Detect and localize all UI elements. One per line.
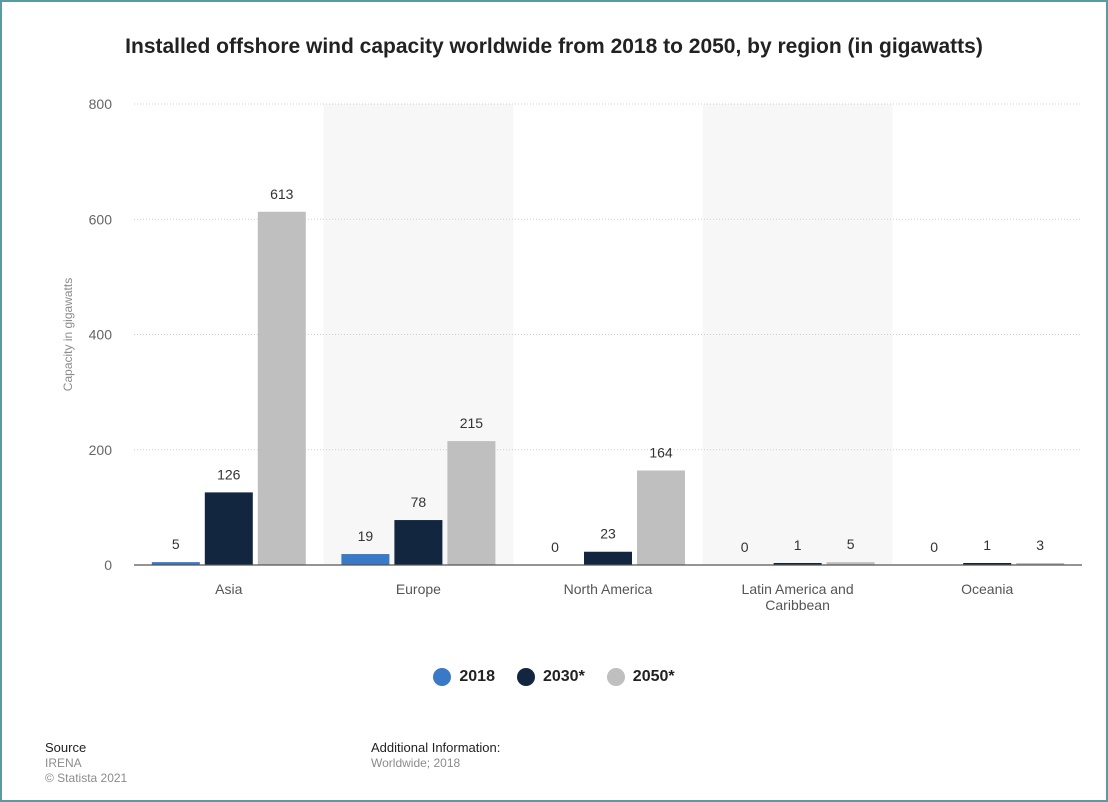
legend-item-2050[interactable]: 2050*: [606, 668, 675, 686]
legend-item-2018[interactable]: 2018: [433, 668, 495, 686]
x-tick-label: Europe: [396, 581, 441, 597]
data-label: 19: [358, 528, 374, 544]
bar-2030-1: [394, 520, 443, 565]
copyright-text: © Statista 2021: [45, 771, 128, 785]
x-tick-label: Caribbean: [765, 597, 830, 613]
bar-2030-2: [584, 551, 632, 565]
additional-info-block: Additional Information: Worldwide; 2018: [371, 740, 500, 771]
legend-swatch-2050: [606, 668, 625, 686]
bar-2050-3: [826, 562, 875, 565]
bar-chart: 0 200 400 600 800 Capacity in gigawatts 5 126 61…: [61, 96, 1082, 613]
data-label: 5: [847, 536, 855, 552]
data-label: 78: [411, 494, 427, 510]
bar-2050-4: [1016, 563, 1065, 565]
x-tick-label: Latin America and: [742, 581, 854, 597]
bar-2018-0: [151, 562, 200, 565]
legend-label-2018: 2018: [459, 668, 495, 685]
y-tick-label: 200: [89, 442, 113, 458]
bar-2018-1: [341, 554, 390, 565]
bar-2050-2: [637, 470, 685, 565]
data-label: 1: [983, 537, 991, 553]
legend-label-2030: 2030*: [542, 668, 585, 685]
y-axis-title: Capacity in gigawatts: [61, 278, 75, 391]
data-label: 23: [600, 526, 616, 542]
y-tick-label: 800: [89, 96, 113, 112]
additional-info-heading: Additional Information:: [371, 740, 501, 755]
source-block: Source IRENA © Statista 2021: [45, 740, 127, 786]
additional-info-text: Worldwide; 2018: [371, 756, 461, 770]
x-tick-label: Asia: [215, 581, 242, 597]
bar-2030-0: [204, 492, 253, 565]
data-label: 0: [551, 539, 559, 555]
y-tick-label: 600: [89, 211, 113, 227]
data-label: 613: [270, 186, 294, 202]
chart-title: Installed offshore wind capacity worldwi…: [125, 35, 983, 58]
legend-swatch-2030: [516, 668, 535, 686]
x-tick-label: Oceania: [961, 581, 1013, 597]
data-label: 126: [217, 466, 241, 482]
source-name[interactable]: IRENA: [45, 756, 82, 770]
chart-legend: 2018 2030* 2050*: [2, 668, 1106, 686]
source-heading: Source: [45, 740, 87, 755]
bar-2050-0: [257, 211, 306, 566]
legend-swatch-2018: [433, 668, 452, 686]
bar-2050-1: [447, 441, 496, 565]
data-label: 1: [794, 537, 802, 553]
data-label: 0: [741, 539, 749, 555]
legend-item-2030[interactable]: 2030*: [516, 668, 585, 686]
legend-label-2050: 2050*: [632, 668, 675, 685]
data-label: 3: [1036, 537, 1044, 553]
y-tick-label: 0: [104, 557, 112, 573]
y-tick-label: 400: [89, 327, 113, 343]
data-label: 0: [930, 539, 938, 555]
x-tick-label: North America: [564, 581, 653, 597]
data-label: 215: [460, 415, 484, 431]
data-label: 164: [649, 444, 673, 460]
bar-2030-4: [963, 563, 1012, 565]
bar-2030-3: [773, 563, 822, 565]
data-label: 5: [172, 536, 180, 552]
